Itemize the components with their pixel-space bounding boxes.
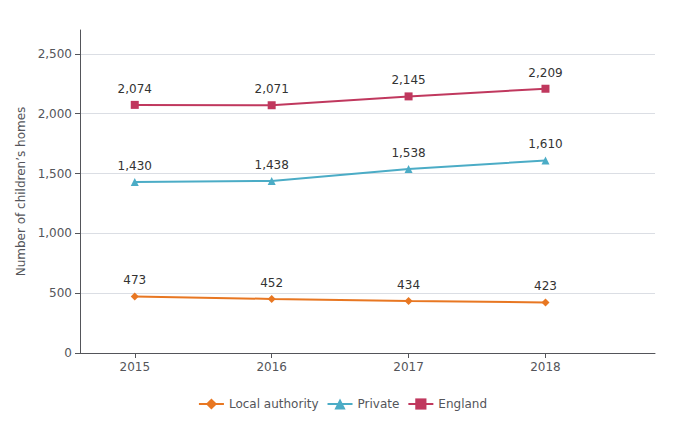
svg-text:2,145: 2,145 [391, 73, 425, 87]
svg-text:1,538: 1,538 [391, 146, 425, 160]
svg-text:0: 0 [64, 346, 72, 360]
svg-text:452: 452 [260, 276, 283, 290]
svg-text:434: 434 [397, 278, 420, 292]
svg-text:2,000: 2,000 [38, 107, 72, 121]
svg-text:2016: 2016 [256, 360, 287, 374]
svg-text:2,500: 2,500 [38, 47, 72, 61]
svg-text:England: England [438, 397, 487, 411]
svg-text:1,000: 1,000 [38, 226, 72, 240]
svg-text:1,430: 1,430 [118, 159, 152, 173]
svg-text:1,500: 1,500 [38, 167, 72, 181]
svg-text:423: 423 [534, 279, 557, 293]
svg-text:Local authority: Local authority [229, 397, 319, 411]
svg-text:2018: 2018 [530, 360, 561, 374]
svg-text:Private: Private [358, 397, 400, 411]
svg-text:2,074: 2,074 [118, 82, 152, 96]
svg-text:1,610: 1,610 [528, 137, 562, 151]
svg-text:473: 473 [123, 273, 146, 287]
svg-text:Number of children’s homes: Number of children’s homes [14, 107, 28, 277]
svg-text:1,438: 1,438 [254, 158, 288, 172]
svg-text:2,209: 2,209 [528, 66, 562, 80]
svg-text:2017: 2017 [393, 360, 424, 374]
svg-text:2,071: 2,071 [254, 82, 288, 96]
svg-text:2015: 2015 [119, 360, 150, 374]
svg-text:500: 500 [49, 286, 72, 300]
